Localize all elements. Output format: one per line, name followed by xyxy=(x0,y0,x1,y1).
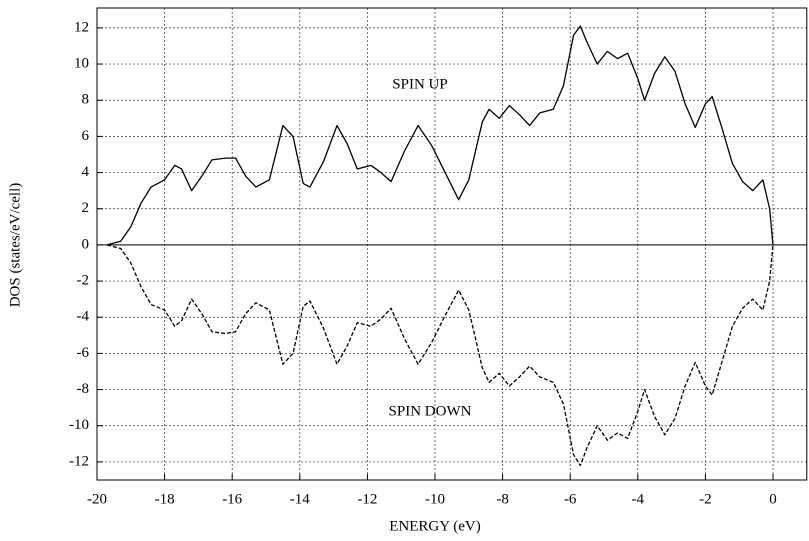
x-tick-label: 0 xyxy=(769,491,777,507)
x-tick-label: -10 xyxy=(425,491,445,507)
y-tick-label: -10 xyxy=(69,417,89,433)
y-tick-label: 0 xyxy=(82,236,90,252)
x-tick-label: -4 xyxy=(632,491,645,507)
y-tick-label: 10 xyxy=(74,55,89,71)
y-tick-label: 4 xyxy=(82,164,90,180)
y-tick-label: 8 xyxy=(82,92,90,108)
annotation: SPIN UP xyxy=(392,76,447,92)
y-tick-label: -12 xyxy=(69,453,89,469)
y-tick-label: -6 xyxy=(77,345,90,361)
data-line xyxy=(106,25,774,246)
plot-frame xyxy=(96,7,808,481)
x-axis-label: ENERGY (eV) xyxy=(389,518,481,534)
x-tick-label: -20 xyxy=(87,491,107,507)
y-tick-label: 6 xyxy=(82,128,90,144)
x-tick-label: -18 xyxy=(155,491,175,507)
y-tick-label: 12 xyxy=(74,19,89,35)
x-tick-label: -14 xyxy=(290,491,310,507)
y-tick-label: -4 xyxy=(77,309,90,325)
x-tick-label: -12 xyxy=(357,491,377,507)
annotation: SPIN DOWN xyxy=(389,403,472,419)
y-tick-label: -8 xyxy=(77,381,90,397)
y-axis-label: DOS (states/eV/cell) xyxy=(7,183,23,308)
y-tick-label: -2 xyxy=(77,273,90,289)
x-tick-label: -8 xyxy=(496,491,509,507)
x-tick-label: -2 xyxy=(699,491,712,507)
data-line xyxy=(106,244,774,467)
x-tick-label: -16 xyxy=(222,491,242,507)
x-tick-label: -6 xyxy=(564,491,577,507)
y-tick-label: 2 xyxy=(82,200,90,216)
